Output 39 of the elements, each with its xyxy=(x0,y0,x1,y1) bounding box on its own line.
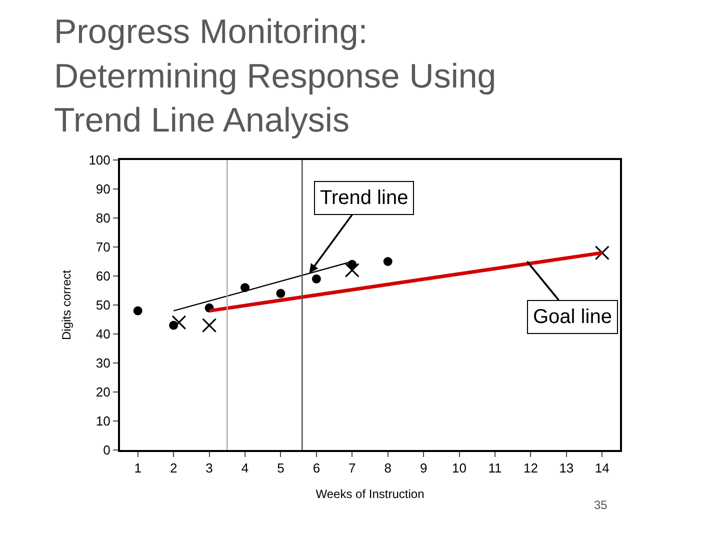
annotation: Goal line xyxy=(533,306,612,328)
x-tick-label: 10 xyxy=(452,460,467,476)
point xyxy=(133,306,142,316)
x-tick-label: 8 xyxy=(384,460,392,476)
x-tick-label: 3 xyxy=(206,460,213,476)
point xyxy=(276,288,286,298)
annotation: Trend line xyxy=(320,187,408,209)
y-tick-label: 60 xyxy=(96,268,110,284)
y-tick-label: 40 xyxy=(96,326,110,342)
x-tick-label: 6 xyxy=(312,460,320,476)
point xyxy=(312,274,321,284)
y-tick-label: 20 xyxy=(96,384,110,400)
text: 35 xyxy=(594,498,608,512)
point xyxy=(202,318,217,333)
x-axis-title: Weeks of Instruction xyxy=(316,487,424,501)
y-tick-label: 50 xyxy=(96,298,110,313)
y-tick-label: 90 xyxy=(96,182,110,197)
chart-title: Progress Monitoring: Determining Response Using Trend Line Analysis xyxy=(54,13,496,140)
x-tick-label: 12 xyxy=(523,460,538,476)
y-tick-label: 100 xyxy=(88,152,110,168)
x-tick-label: 7 xyxy=(348,460,356,476)
y-tick-label: 70 xyxy=(96,240,110,255)
y-axis-title: Digits correct xyxy=(59,269,74,340)
x-tick-label: 4 xyxy=(241,460,249,476)
y-tick-label: 0 xyxy=(103,442,110,458)
x-tick-label: 13 xyxy=(559,460,574,476)
point xyxy=(383,257,392,266)
x-tick-label: 9 xyxy=(420,460,428,476)
x-tick-label: 1 xyxy=(134,460,142,476)
y-tick-label: 30 xyxy=(96,356,110,371)
y-tick-label: 10 xyxy=(96,414,110,429)
x-tick-label: 2 xyxy=(170,460,178,476)
x-tick-label: 11 xyxy=(488,460,502,476)
x-tick-label: 5 xyxy=(277,460,284,476)
x-tick-label: 14 xyxy=(594,460,610,476)
point xyxy=(172,315,186,330)
point xyxy=(344,262,360,278)
y-tick-label: 80 xyxy=(96,210,110,226)
point xyxy=(594,246,610,260)
